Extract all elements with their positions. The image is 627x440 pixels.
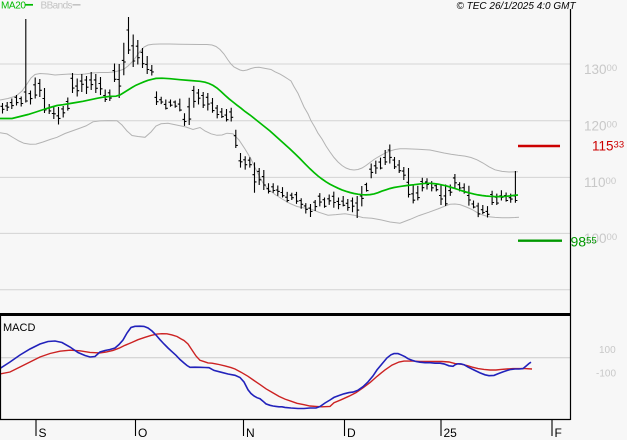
svg-text:O: O bbox=[138, 426, 147, 440]
svg-text:BBands: BBands bbox=[41, 1, 73, 12]
svg-text:11533: 11533 bbox=[592, 139, 624, 154]
svg-text:100: 100 bbox=[599, 345, 616, 356]
svg-text:© TEC 26/1/2025 4:0 GMT: © TEC 26/1/2025 4:0 GMT bbox=[457, 1, 577, 12]
svg-text:11000: 11000 bbox=[584, 175, 616, 190]
svg-text:D: D bbox=[347, 426, 356, 440]
svg-text:N: N bbox=[246, 426, 255, 440]
svg-text:25: 25 bbox=[444, 426, 458, 440]
svg-text:9855: 9855 bbox=[571, 234, 597, 250]
svg-text:13000: 13000 bbox=[584, 62, 617, 77]
svg-text:F: F bbox=[555, 426, 562, 440]
svg-text:10000: 10000 bbox=[584, 231, 617, 246]
svg-text:MA20: MA20 bbox=[1, 1, 26, 12]
svg-text:12000: 12000 bbox=[584, 119, 617, 134]
svg-text:-100: -100 bbox=[596, 369, 616, 380]
svg-text:S: S bbox=[39, 426, 47, 440]
svg-text:MACD: MACD bbox=[3, 322, 35, 334]
